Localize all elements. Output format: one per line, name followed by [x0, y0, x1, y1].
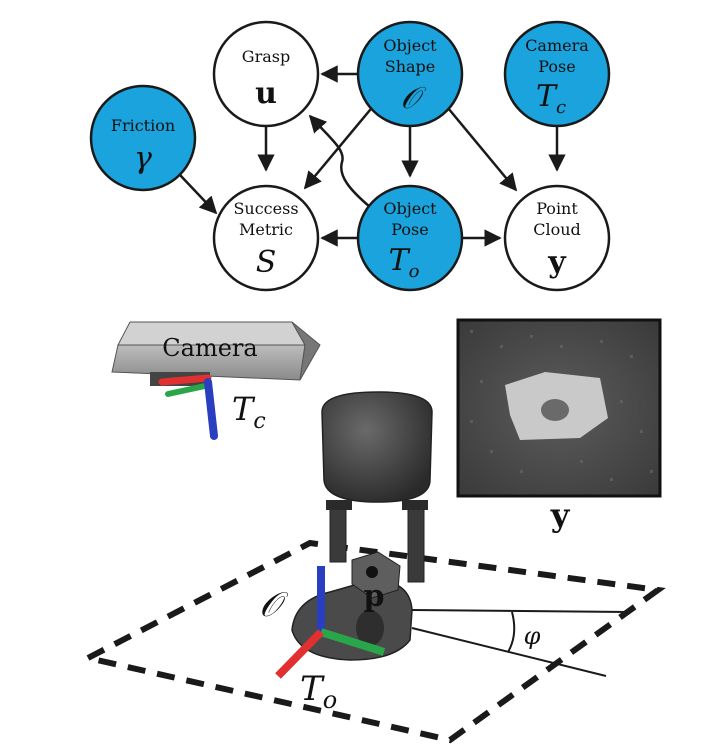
grasp-point-marker: [366, 566, 378, 578]
gripper-jaw-left: [329, 501, 347, 563]
node-camera-pose-circle: [503, 20, 611, 128]
node-object-pose-label-1: Object: [383, 199, 437, 218]
node-friction: Friction γ: [89, 84, 197, 192]
node-point-cloud-symbol: y: [547, 245, 567, 280]
gripper-jaw-right: [407, 501, 425, 583]
angle-indicator: [411, 609, 629, 677]
grasp-point-label: p: [364, 579, 385, 614]
node-point-cloud-circle: [503, 184, 611, 292]
gripper-model: [321, 391, 433, 583]
node-object-pose-circle: [356, 184, 464, 292]
node-object-shape-label-1: Object: [383, 36, 437, 55]
node-object-shape-label-2: Shape: [385, 57, 436, 76]
angle-arc: [507, 611, 516, 653]
scene-illustration: Camera Tc y: [79, 318, 666, 744]
camera-label: Camera: [162, 334, 257, 362]
node-camera-pose-symbol: Tc: [536, 79, 566, 118]
depth-image-speckle: [470, 330, 653, 481]
node-success-metric-circle: [212, 184, 320, 292]
object-axis-red: [275, 629, 324, 679]
object-axis-green: [319, 628, 386, 656]
gripper-palm: [321, 391, 433, 503]
node-friction-symbol: γ: [134, 141, 152, 176]
node-friction-label: Friction: [111, 116, 175, 135]
object-frame: [275, 566, 386, 679]
object-shape-label: 𝒪: [259, 585, 288, 625]
node-point-cloud-label-1: Point: [536, 199, 578, 218]
node-point-cloud-label-2: Cloud: [533, 220, 581, 239]
node-friction-circle: [89, 84, 197, 192]
edge-shape-to-cloud: [447, 107, 518, 192]
camera-model: Camera Tc: [111, 321, 321, 440]
camera-pose-label: Tc: [232, 390, 266, 434]
node-success-metric-symbol: S: [256, 245, 277, 280]
node-object-pose: Object Pose To: [356, 184, 464, 292]
gripper-bar-right: [402, 500, 428, 510]
graphical-model: Grasp u Object Shape 𝒪 Camera Pose Tc Fr…: [89, 20, 611, 292]
object-pose-label: To: [300, 669, 337, 714]
angle-label: φ: [524, 622, 541, 650]
node-point-cloud: Point Cloud y: [503, 184, 611, 292]
depth-image: y: [456, 318, 662, 534]
camera-axis-red: [158, 374, 212, 386]
node-camera-pose: Camera Pose Tc: [503, 20, 611, 128]
graph-edges: [179, 65, 566, 247]
node-grasp-symbol: u: [255, 76, 277, 111]
node-success-metric-label-1: Success: [233, 199, 298, 218]
node-grasp: Grasp u: [212, 20, 320, 128]
node-object-pose-symbol: To: [389, 243, 420, 282]
node-camera-pose-label-1: Camera: [525, 36, 589, 55]
camera-axis-green: [165, 383, 208, 397]
node-object-shape: Object Shape 𝒪: [356, 20, 464, 128]
node-object-pose-label-2: Pose: [391, 220, 428, 239]
camera-axis-blue: [204, 378, 218, 440]
edge-friction-to-success: [179, 174, 218, 215]
depth-object-hole: [541, 399, 569, 421]
node-grasp-circle: [212, 20, 320, 128]
angle-ref-line: [411, 609, 629, 613]
camera-body-side: [291, 321, 321, 381]
depth-image-label: y: [550, 496, 571, 534]
table-plane: [79, 539, 666, 744]
object-hole: [356, 610, 384, 646]
node-success-metric-label-2: Metric: [239, 220, 293, 239]
gripper-bar-left: [326, 500, 352, 510]
edge-pose-to-grasp: [308, 114, 371, 208]
node-grasp-label: Grasp: [242, 47, 290, 66]
node-camera-pose-label-2: Pose: [538, 57, 575, 76]
node-object-shape-circle: [356, 20, 464, 128]
node-success-metric: Success Metric S: [212, 184, 320, 292]
edge-shape-to-success: [303, 103, 376, 190]
